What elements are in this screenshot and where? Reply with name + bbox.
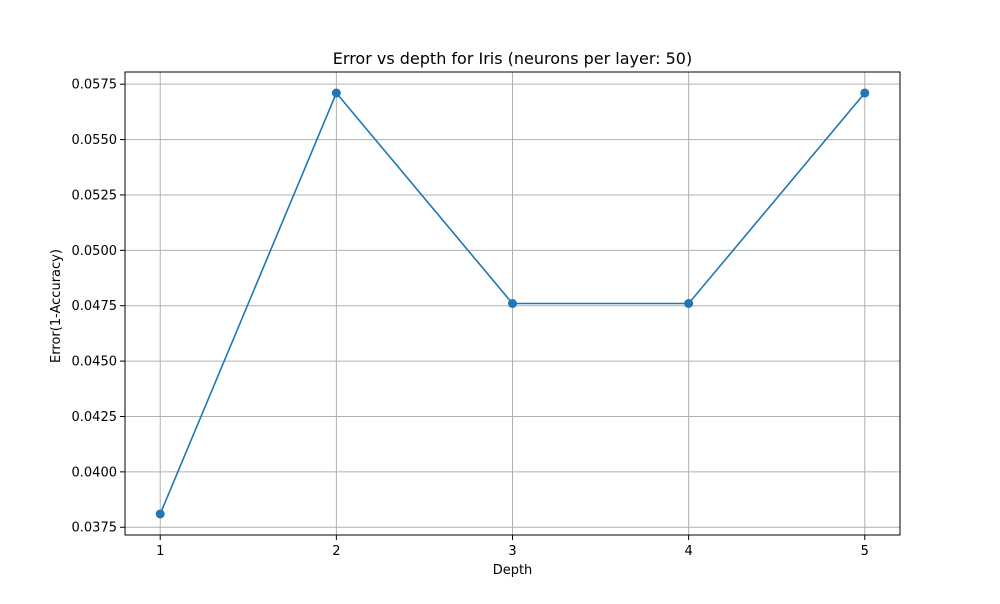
y-tick-label-9: 0.0575	[72, 78, 118, 93]
data-point-4	[684, 299, 694, 308]
y-tick-label-3: 0.0425	[72, 410, 118, 425]
data-point-5	[860, 88, 870, 98]
y-tick-label-8: 0.0550	[72, 133, 118, 148]
y-tick-label-1: 0.0375	[72, 521, 118, 536]
y-tick-label-4: 0.0450	[72, 355, 118, 370]
data-point-3	[508, 299, 517, 308]
grid-lines	[125, 72, 900, 535]
y-axis-ticks: 0.0375 0.0400 0.0425 0.0450 0.0475 0.0500 0.05…	[72, 78, 125, 536]
x-tick-label-4: 4	[684, 544, 692, 559]
chart-title: Error vs depth for Iris (neurons per lay…	[333, 49, 692, 68]
x-tick-label-5: 5	[861, 544, 869, 559]
x-axis-ticks: 1 2 3 4 5	[156, 535, 869, 559]
y-axis-label: Error(1-Accuracy)	[49, 249, 64, 363]
data-point-1	[155, 509, 165, 519]
data-point-2	[331, 88, 341, 98]
y-tick-label-7: 0.0525	[72, 188, 118, 203]
x-tick-label-2: 2	[332, 544, 340, 559]
y-tick-label-6: 0.0500	[72, 244, 118, 259]
x-tick-label-3: 3	[508, 544, 516, 559]
y-tick-label-5: 0.0475	[72, 299, 118, 314]
x-tick-label-1: 1	[156, 544, 164, 559]
y-tick-label-2: 0.0400	[72, 465, 118, 480]
series-layer	[155, 88, 870, 519]
x-axis-label: Depth	[493, 563, 533, 578]
